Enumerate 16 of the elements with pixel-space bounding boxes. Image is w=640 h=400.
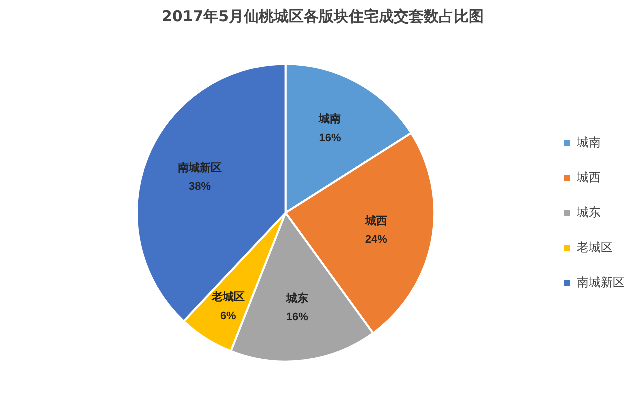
data-label: 24% bbox=[365, 234, 388, 246]
slice-label: 城西 bbox=[364, 214, 388, 228]
legend-label: 城西 bbox=[577, 169, 601, 186]
legend-label: 城南 bbox=[577, 134, 601, 151]
slice-label: 老城区 bbox=[210, 290, 245, 304]
data-label: 16% bbox=[286, 311, 309, 324]
legend-label: 南城新区 bbox=[577, 274, 625, 291]
legend-label: 老城区 bbox=[577, 239, 613, 256]
slice-label: 城东 bbox=[285, 292, 308, 305]
chart-title: 2017年5月仙桃城区各版块住宅成交套数占比图 bbox=[162, 8, 484, 26]
data-label: 6% bbox=[220, 310, 237, 322]
data-label: 16% bbox=[319, 132, 342, 144]
data-label: 38% bbox=[189, 180, 212, 193]
slice-label: 南城新区 bbox=[177, 161, 222, 174]
legend-label: 城东 bbox=[577, 204, 601, 221]
slice-label: 城南 bbox=[318, 112, 342, 126]
